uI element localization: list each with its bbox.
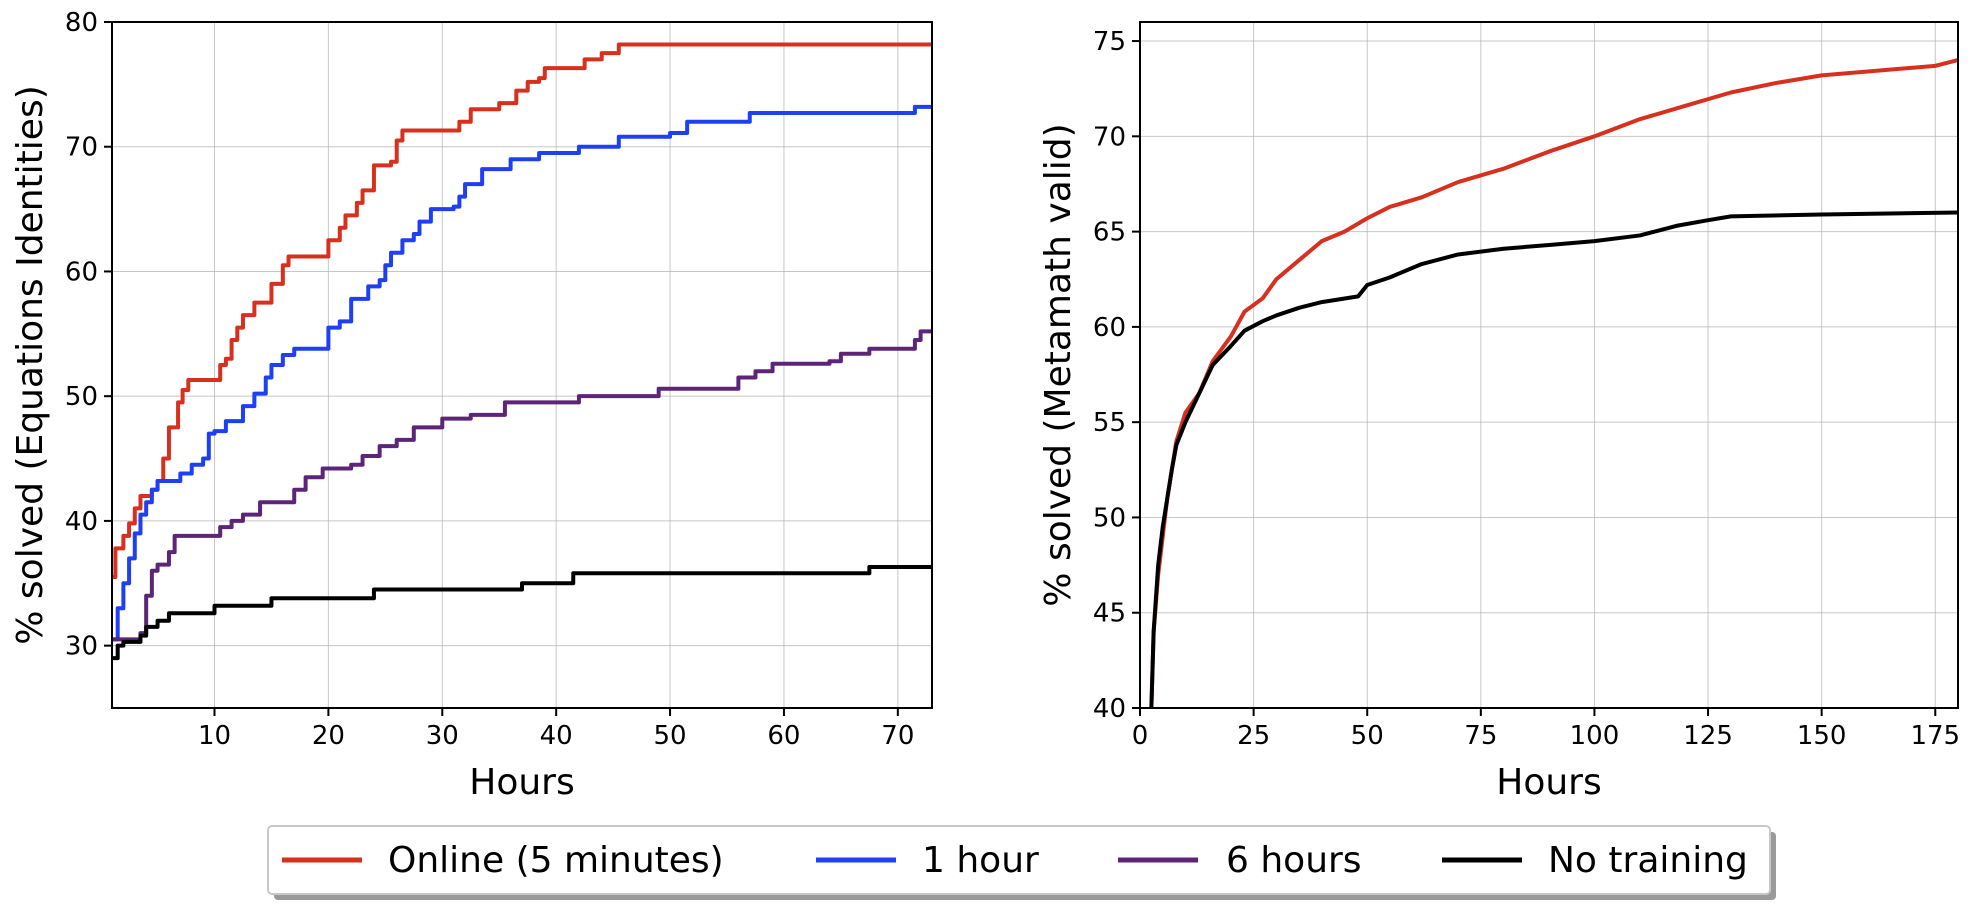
legend-label-no-training: No training xyxy=(1548,840,1748,881)
legend-label-6-hours: 6 hours xyxy=(1226,840,1362,881)
x-tick-label: 10 xyxy=(198,721,231,751)
y-tick-label: 80 xyxy=(65,8,98,38)
x-tick-label: 125 xyxy=(1683,721,1733,751)
legend: Online (5 minutes) 1 hour 6 hours No tra… xyxy=(267,825,1776,900)
y-tick-label: 45 xyxy=(1093,599,1126,629)
y-tick-label: 50 xyxy=(1093,503,1126,533)
left-chart-panel: 10 20 30 40 50 60 70 30 40 50 60 70 80 Hours % solved … xyxy=(10,8,933,803)
x-tick-label: 100 xyxy=(1570,721,1620,751)
x-tick-label: 20 xyxy=(312,721,345,751)
legend-label-online: Online (5 minutes) xyxy=(388,840,724,881)
y-tick-label: 55 xyxy=(1093,408,1126,438)
plot-frame xyxy=(1139,21,1959,709)
x-tick-label: 40 xyxy=(540,721,573,751)
series-line-no-training xyxy=(1149,210,1958,708)
y-tick-label: 75 xyxy=(1093,27,1126,57)
x-tick-label: 150 xyxy=(1797,721,1847,751)
x-tick-label: 175 xyxy=(1910,721,1960,751)
x-tick-label: 50 xyxy=(1351,721,1384,751)
series-line-online-5-minutes xyxy=(112,42,932,580)
x-tick-label: 0 xyxy=(1132,721,1149,751)
plot-frame xyxy=(111,21,933,709)
series-line-online-5-minutes xyxy=(1149,58,1958,708)
x-tick-label: 30 xyxy=(426,721,459,751)
x-tick-label: 50 xyxy=(654,721,687,751)
y-tick-label: 60 xyxy=(65,257,98,287)
series-line-no-training xyxy=(112,565,932,661)
series-line-6-hours xyxy=(112,329,932,642)
y-tick-label: 70 xyxy=(1093,122,1126,152)
legend-label-1-hour: 1 hour xyxy=(922,840,1039,881)
series-line-1-hour xyxy=(112,104,932,642)
x-tick-label: 75 xyxy=(1464,721,1497,751)
y-axis-label: % solved (Equations Identities) xyxy=(10,85,51,644)
x-tick-label: 60 xyxy=(767,721,800,751)
y-tick-label: 50 xyxy=(65,382,98,412)
x-axis-label: Hours xyxy=(469,762,574,803)
y-tick-label: 30 xyxy=(65,632,98,662)
y-tick-label: 60 xyxy=(1093,313,1126,343)
legend-box xyxy=(267,825,1771,895)
y-tick-label: 65 xyxy=(1093,218,1126,248)
y-tick-label: 70 xyxy=(65,133,98,163)
x-axis-label: Hours xyxy=(1496,762,1601,803)
y-tick-label: 40 xyxy=(65,507,98,537)
x-tick-label: 25 xyxy=(1237,721,1270,751)
x-tick-label: 70 xyxy=(881,721,914,751)
right-chart-panel: 0 25 50 75 100 125 150 175 40 45 50 55 60 65 70 75 Hours… xyxy=(1038,21,1960,803)
y-tick-label: 40 xyxy=(1093,694,1126,724)
y-axis-label: % solved (Metamath valid) xyxy=(1038,123,1079,606)
